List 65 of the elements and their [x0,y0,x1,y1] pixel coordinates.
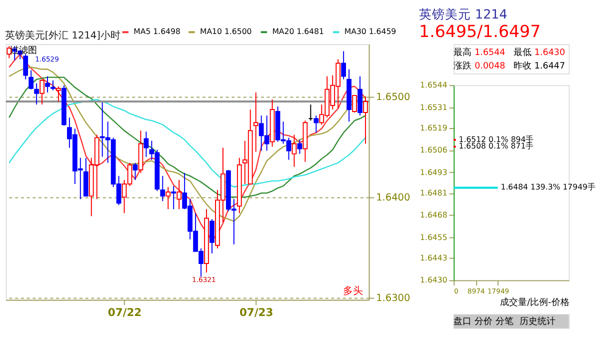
text: 最高 [454,46,472,58]
line-series [8,98,366,188]
candlestick [358,76,362,116]
x-axis-title: 成交量/比例-价格 [500,297,570,308]
candlestick [292,134,297,168]
text: 历史统计 [519,316,556,328]
x-tick-label: 07/23 [239,306,274,319]
candlestick [341,50,346,80]
data-label: 1.6512 0.1% 894手 [458,134,534,144]
text: 最低 [513,46,532,58]
candlestick [6,46,12,59]
candlestick [210,218,214,254]
text: 分价 [474,316,493,328]
text: 0.0048 [474,62,506,72]
candlestick [314,115,319,134]
candlestick [28,70,34,90]
annotation: 过滤图 [10,44,37,56]
candlestick [166,186,171,210]
legend-label: MA10 1.6500 [200,27,252,36]
line-series [8,76,366,198]
candlestick [176,179,182,210]
candlestick [23,54,28,80]
y-tick-label: 1.6455 [420,232,448,242]
y-tick-label: 1.6544 [420,80,448,90]
candlestick [253,92,258,152]
text: 盘口 [454,316,472,328]
text: 1.6544 [474,48,506,58]
y-tick-label: 1.6506 [420,146,448,155]
text: 昨收 [513,60,532,72]
candlestick [40,78,44,105]
candlestick [171,186,176,210]
data-label: 1.6484 139.3% 17949手 [500,182,596,192]
candlestick [297,139,302,154]
candlestick [45,76,50,93]
legend-label: MA20 1.6481 [272,27,324,36]
chart-subtitle: 1.6495/1.6497 [419,22,541,41]
candlestick [56,86,61,102]
candlestick [160,175,166,202]
y-tick-label: 1.6300 [376,293,410,304]
y-tick-label: 1.6500 [376,92,410,103]
chart-title: 英镑美元 1214 [419,6,508,22]
text: 1.6447 [534,62,566,72]
y-tick-label: 1.6400 [376,192,410,204]
y-tick-label: 1.6430 [420,276,448,285]
candlestick [352,94,357,114]
candlestick [144,131,149,158]
data-label: 1.6508 0.1% 871手 [458,142,534,151]
chart-title: 英镑美元[外汇 1214]小时 [4,29,120,42]
candlestick [34,82,39,105]
x-tick-label: 07/22 [108,306,142,319]
y-tick-label: 1.6493 [420,168,448,177]
text: 涨跌 [454,60,472,72]
candlestick [363,96,368,144]
y-tick-label: 1.6468 [420,210,448,220]
legend-label: MA5 1.6498 [134,27,180,36]
y-tick-label: 1.6481 [420,188,448,198]
y-tick-label: 1.6443 [420,253,448,262]
y-tick-label: 1.6531 [420,102,448,112]
annotation: 多头 [342,284,363,297]
text: 分笔 [496,316,514,328]
candlestick [132,162,138,180]
legend-label: MA30 1.6459 [344,27,396,36]
y-tick-label: 1.6519 [420,123,448,132]
text: 1.6430 [534,48,566,58]
candlestick [50,80,56,91]
